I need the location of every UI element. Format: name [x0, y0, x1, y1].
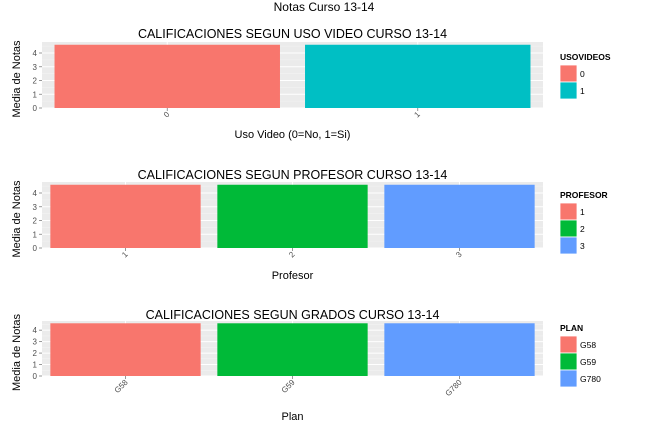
- legend-key-0: [559, 64, 578, 83]
- y-tick-label: 4: [33, 326, 38, 335]
- y-tick-label: 0: [33, 372, 38, 381]
- x-axis-label: Profesor: [272, 270, 314, 282]
- bar-G58: [50, 323, 201, 376]
- x-tick-label: G59: [280, 377, 297, 394]
- x-tick-label: 1: [120, 249, 130, 259]
- panel-title: CALIFICACIONES SEGUN USO VIDEO CURSO 13-…: [138, 27, 447, 41]
- bar-G780: [384, 323, 535, 376]
- legend-label: G59: [580, 357, 596, 367]
- main-title: Notas Curso 13-14: [273, 0, 375, 14]
- y-axis-label: Media de Notas: [11, 180, 23, 258]
- y-tick-label: 1: [33, 90, 38, 99]
- y-axis-label: Media de Notas: [11, 40, 23, 118]
- x-tick-label: 3: [454, 249, 464, 259]
- x-tick-label: G58: [113, 377, 130, 394]
- panel-2: 0 1 2 3 4 1 2 3 CALIFICACIONES SEGUN PROFESOR CU…: [11, 168, 608, 282]
- y-tick-label: 0: [33, 104, 38, 113]
- x-axis-label: Plan: [281, 411, 303, 423]
- y-tick-label: 4: [33, 49, 38, 58]
- legend-key-G59: [559, 352, 578, 371]
- legend-title: PROFESOR: [560, 190, 608, 200]
- x-tick-label: G780: [444, 377, 465, 398]
- legend-key-G780: [559, 369, 578, 388]
- legend-key-3: [559, 236, 578, 255]
- bar-2: [217, 184, 368, 248]
- y-tick-label: 4: [33, 189, 38, 198]
- y-tick-label: 3: [33, 338, 38, 347]
- legend-label: 3: [580, 241, 585, 251]
- x-tick-label: 1: [412, 109, 422, 119]
- legend-label: 2: [580, 224, 585, 234]
- panel-title: CALIFICACIONES SEGUN PROFESOR CURSO 13-1…: [138, 168, 448, 182]
- y-tick-label: 3: [33, 203, 38, 212]
- panel-3: 0 1 2 3 4 G58 G59 G780 CALIFICACIONES SEGUN GRAD…: [11, 308, 601, 423]
- bar-G59: [217, 323, 368, 376]
- legend: PROFESOR 1 2 3: [559, 190, 608, 255]
- legend: PLAN G58 G59 G780: [559, 323, 601, 388]
- legend-title: USOVIDEOS: [560, 52, 611, 62]
- bar-3: [384, 184, 535, 248]
- panel-title: CALIFICACIONES SEGUN GRADOS CURSO 13-14: [146, 308, 440, 322]
- legend-label: 0: [580, 69, 585, 79]
- legend-key-G58: [559, 335, 578, 354]
- y-tick-label: 1: [33, 230, 38, 239]
- y-tick-label: 0: [33, 244, 38, 253]
- y-tick-label: 2: [33, 217, 38, 226]
- legend-title: PLAN: [560, 323, 583, 333]
- y-tick-label: 1: [33, 361, 38, 370]
- legend-label: G58: [580, 340, 596, 350]
- x-axis-label: Uso Video (0=No, 1=Si): [235, 129, 351, 141]
- x-tick-label: 2: [287, 249, 297, 259]
- bar-1: [50, 184, 201, 248]
- legend-key-1: [559, 81, 578, 100]
- legend-key-1: [559, 202, 578, 221]
- legend-label: 1: [580, 207, 585, 217]
- legend-key-2: [559, 219, 578, 238]
- y-tick-label: 2: [33, 77, 38, 86]
- x-tick-label: 0: [162, 109, 172, 119]
- legend: USOVIDEOS 0 1: [559, 52, 611, 100]
- legend-label: 1: [580, 86, 585, 96]
- bar-1: [305, 44, 531, 108]
- legend-label: G780: [580, 374, 601, 384]
- y-axis-label: Media de Notas: [11, 313, 23, 391]
- bar-0: [54, 44, 280, 108]
- y-tick-label: 2: [33, 349, 38, 358]
- y-tick-label: 3: [33, 63, 38, 72]
- panel-1: 0 1 2 3 4 0 1 CALIFICACIONES SEGUN USO VIDEO CU…: [11, 27, 611, 141]
